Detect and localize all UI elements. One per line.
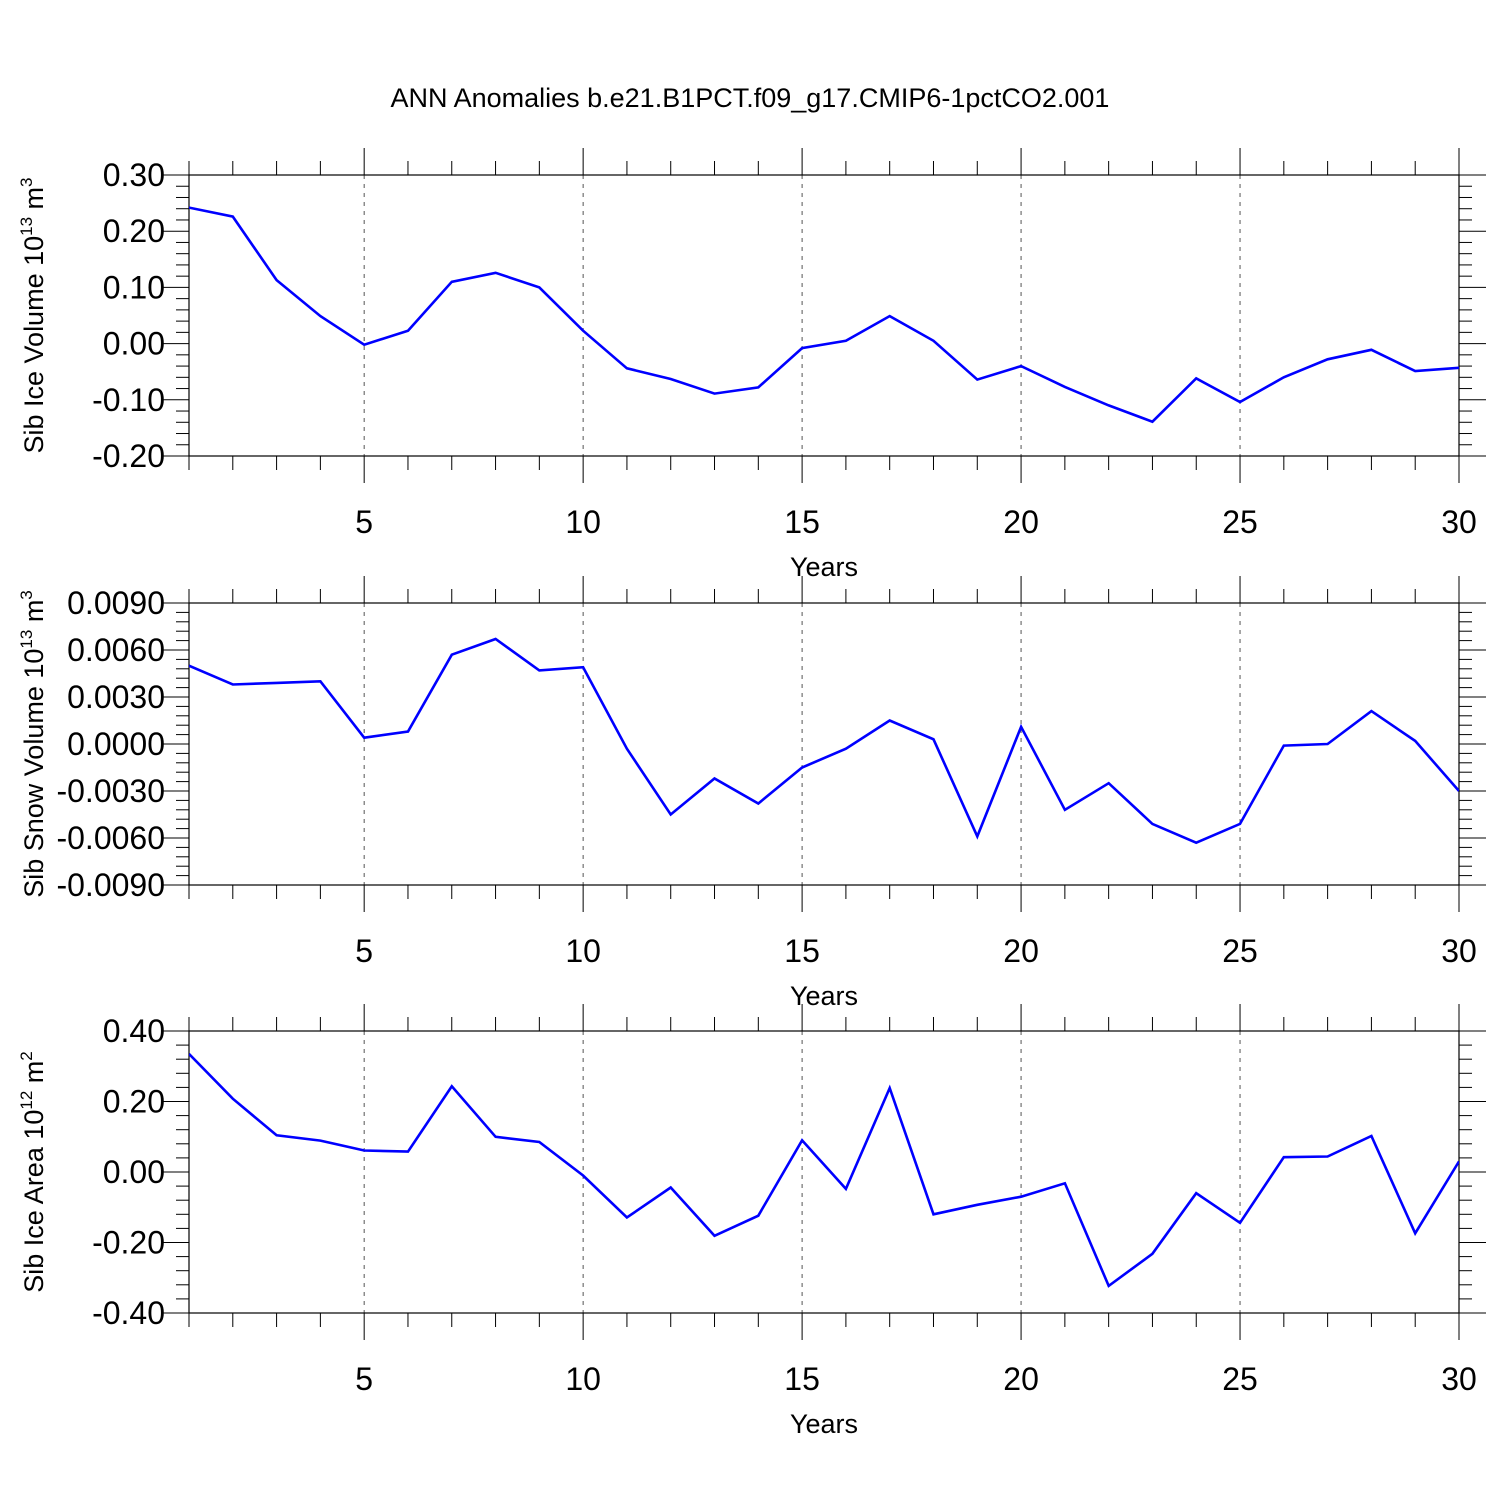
y-axis-label-exp: 13 [17, 217, 36, 236]
y-axis-label-exp: 3 [17, 177, 36, 186]
x-tick-label: 20 [1003, 1361, 1039, 1397]
x-axis-label: Years [790, 1409, 858, 1439]
y-tick-label: 0.20 [103, 213, 165, 249]
y-axis-label: Sib Ice Volume 1013 m3 [17, 177, 49, 453]
chart-title: ANN Anomalies b.e21.B1PCT.f09_g17.CMIP6-… [390, 83, 1110, 113]
y-tick-label: 0.0090 [67, 585, 165, 621]
y-tick-label: -0.0060 [56, 820, 165, 856]
x-tick-label: 5 [355, 1361, 373, 1397]
x-tick-label: 15 [784, 933, 820, 969]
series-line [189, 637, 1459, 845]
x-tick-label: 30 [1441, 1361, 1477, 1397]
y-axis-label: Sib Ice Area 1012 m2 [17, 1051, 49, 1293]
x-tick-label: 5 [355, 933, 373, 969]
y-axis-label-main: Sib Ice Volume 10 [19, 236, 49, 454]
x-tick-label: 10 [565, 1361, 601, 1397]
x-axis-label: Years [790, 552, 858, 582]
y-tick-label: 0.20 [103, 1084, 165, 1120]
x-axis-label: Years [790, 981, 858, 1011]
x-tick-label: 10 [565, 504, 601, 540]
y-tick-label: -0.20 [92, 1225, 165, 1261]
x-tick-label: 15 [784, 504, 820, 540]
y-tick-label: 0.30 [103, 157, 165, 193]
x-tick-label: 20 [1003, 933, 1039, 969]
series-line [189, 206, 1459, 424]
y-tick-label: -0.0090 [56, 867, 165, 903]
x-tick-label: 25 [1222, 933, 1258, 969]
y-tick-label: -0.0030 [56, 773, 165, 809]
y-axis-label-exp: 13 [17, 630, 36, 649]
y-tick-label: -0.20 [92, 438, 165, 474]
y-axis-label-unit: m [19, 600, 49, 630]
y-tick-label: 0.0000 [67, 726, 165, 762]
panel-2: 0.0090 0.0060 0.0030 0.0000 -0.0030 -0.0060 -0… [17, 576, 1486, 1011]
y-tick-label: 0.10 [103, 269, 165, 305]
x-tick-label: 30 [1441, 504, 1477, 540]
x-tick-label: 10 [565, 933, 601, 969]
y-axis-label-unit: m [19, 187, 49, 217]
panel-1: 0.30 0.20 0.10 0.00 -0.10 -0.20 5 10 15 20 25 30 Yea… [17, 148, 1486, 582]
y-axis-label-exp: 3 [17, 590, 36, 599]
plot-frame [188, 602, 1460, 886]
y-tick-label: 0.00 [103, 326, 165, 362]
y-tick-label: -0.10 [92, 382, 165, 418]
y-tick-label: 0.00 [103, 1154, 165, 1190]
y-axis-label-main: Sib Snow Volume 10 [19, 649, 49, 898]
x-tick-label: 20 [1003, 504, 1039, 540]
x-tick-label: 5 [355, 504, 373, 540]
y-axis-label-unit: m [19, 1061, 49, 1091]
y-axis-label: Sib Snow Volume 1013 m3 [17, 590, 49, 898]
panel-3: 0.40 0.20 0.00 -0.20 -0.40 5 10 15 20 25 30 Years Si… [17, 1004, 1486, 1439]
x-tick-label: 30 [1441, 933, 1477, 969]
y-axis-label-main: Sib Ice Area 10 [19, 1110, 49, 1293]
y-tick-label: 0.40 [103, 1013, 165, 1049]
y-tick-label: 0.0060 [67, 632, 165, 668]
y-axis-label-exp: 2 [17, 1051, 36, 1060]
x-tick-label: 25 [1222, 504, 1258, 540]
y-tick-label: -0.40 [92, 1295, 165, 1331]
y-axis-label-exp: 12 [17, 1091, 36, 1110]
series-line [189, 1052, 1459, 1288]
y-tick-label: 0.0030 [67, 679, 165, 715]
x-tick-label: 15 [784, 1361, 820, 1397]
plot-frame [188, 1030, 1460, 1314]
plot-frame [188, 174, 1460, 457]
x-tick-label: 25 [1222, 1361, 1258, 1397]
